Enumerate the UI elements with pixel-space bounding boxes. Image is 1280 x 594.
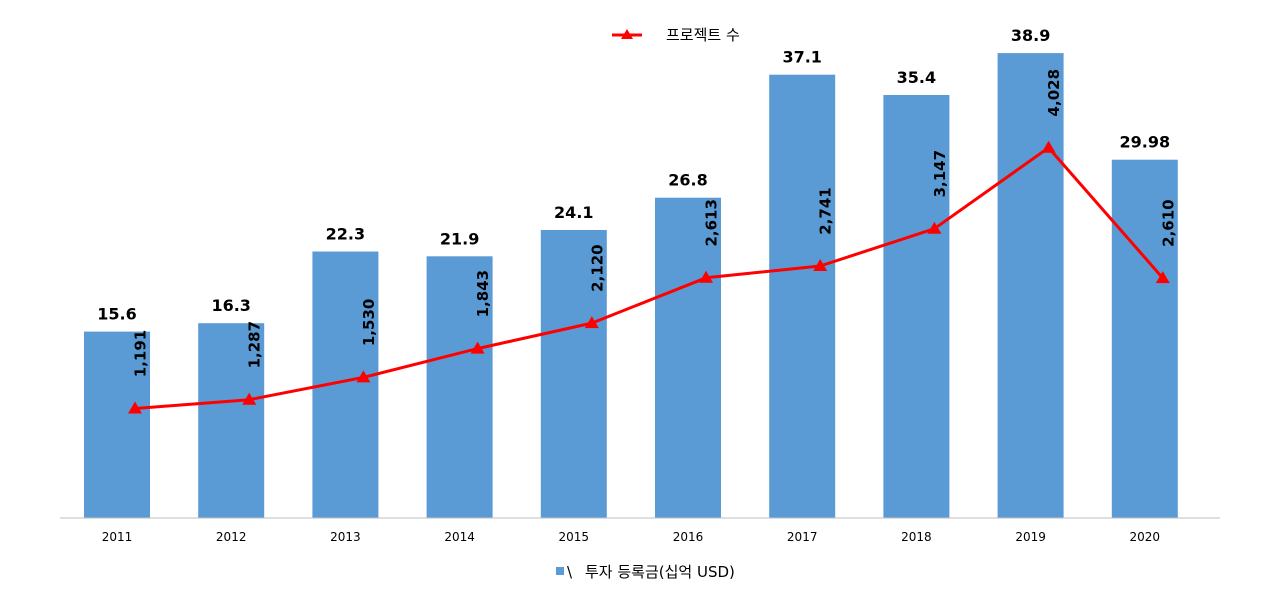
bar-value-label-2015: 24.1 — [554, 203, 593, 222]
project-marker-2015 — [584, 316, 599, 329]
x-tick-label-2013: 2013 — [330, 530, 361, 544]
bar-value-label-2019: 38.9 — [1011, 26, 1050, 45]
bar-2014 — [426, 256, 493, 518]
x-tick-label-2014: 2014 — [444, 530, 475, 544]
x-tick-label-2019: 2019 — [1015, 530, 1046, 544]
legend-bar-prefix: \ — [567, 563, 573, 581]
bar-2016 — [655, 197, 721, 518]
bar-2017 — [769, 74, 836, 518]
bar-value-label-2018: 35.4 — [897, 68, 936, 87]
bar-2012 — [198, 323, 265, 518]
project-value-label-2013: 1,530 — [360, 299, 378, 346]
bar-value-label-2020: 29.98 — [1119, 133, 1170, 152]
bar-value-label-2016: 26.8 — [668, 171, 707, 190]
project-marker-2017 — [813, 259, 828, 271]
legend-line: 프로젝트 수 — [612, 26, 740, 44]
x-tick-labels: 2011 2012 2013 2014 2015 2016 2017 2018 2019 2020 — [102, 530, 1160, 544]
bars-group: 15.6 16.3 22.3 21.9 24.1 26.8 37.1 35.4 38.9 29.9… — [84, 26, 1178, 518]
project-marker-2018 — [927, 221, 942, 234]
bar-value-label-2017: 37.1 — [782, 48, 821, 67]
project-marker-2013 — [356, 370, 371, 383]
project-count-line — [134, 146, 1164, 410]
x-tick-label-2016: 2016 — [673, 530, 704, 544]
project-value-label-2011: 1,191 — [132, 330, 150, 377]
project-marker-2012 — [242, 392, 257, 405]
project-count-line-group: 1,191 1,287 1,530 1,843 2,120 2,613 2,741 3,147… — [128, 69, 1177, 414]
bar-2011 — [84, 331, 150, 518]
project-value-label-2015: 2,120 — [588, 244, 606, 291]
project-value-label-2018: 3,147 — [931, 150, 949, 197]
bar-value-label-2014: 21.9 — [440, 229, 479, 248]
project-value-label-2020: 2,610 — [1159, 199, 1177, 246]
bar-value-label-2011: 15.6 — [97, 305, 136, 324]
bar-2018 — [883, 95, 950, 518]
project-marker-2020 — [1155, 271, 1170, 284]
x-tick-label-2015: 2015 — [559, 530, 590, 544]
x-tick-label-2011: 2011 — [102, 530, 133, 544]
legend-triangle-icon — [621, 29, 633, 39]
bar-value-label-2013: 22.3 — [326, 225, 365, 244]
bar-2020 — [1111, 159, 1178, 518]
project-value-label-2019: 4,028 — [1045, 69, 1063, 116]
legend-bar-label: 투자 등록금(십억 USD) — [585, 563, 735, 581]
x-tick-label-2020: 2020 — [1130, 530, 1161, 544]
project-marker-2019 — [1041, 140, 1056, 153]
x-tick-label-2012: 2012 — [216, 530, 247, 544]
project-marker-2016 — [699, 270, 713, 283]
x-tick-label-2017: 2017 — [787, 530, 818, 544]
bar-2019 — [997, 53, 1064, 518]
project-value-label-2016: 2,613 — [703, 199, 721, 246]
project-value-label-2017: 2,741 — [817, 187, 835, 234]
legend-bar-swatch — [556, 567, 564, 575]
x-tick-label-2018: 2018 — [901, 530, 932, 544]
project-marker-2014 — [470, 341, 485, 354]
legend-line-label: 프로젝트 수 — [666, 26, 740, 44]
legend-bar: \ 투자 등록금(십억 USD) — [556, 563, 735, 581]
bar-value-label-2012: 16.3 — [211, 296, 250, 315]
project-marker-2011 — [128, 401, 142, 414]
project-value-label-2012: 1,287 — [246, 321, 264, 368]
project-value-label-2014: 1,843 — [474, 270, 492, 317]
bar-2015 — [540, 230, 607, 518]
